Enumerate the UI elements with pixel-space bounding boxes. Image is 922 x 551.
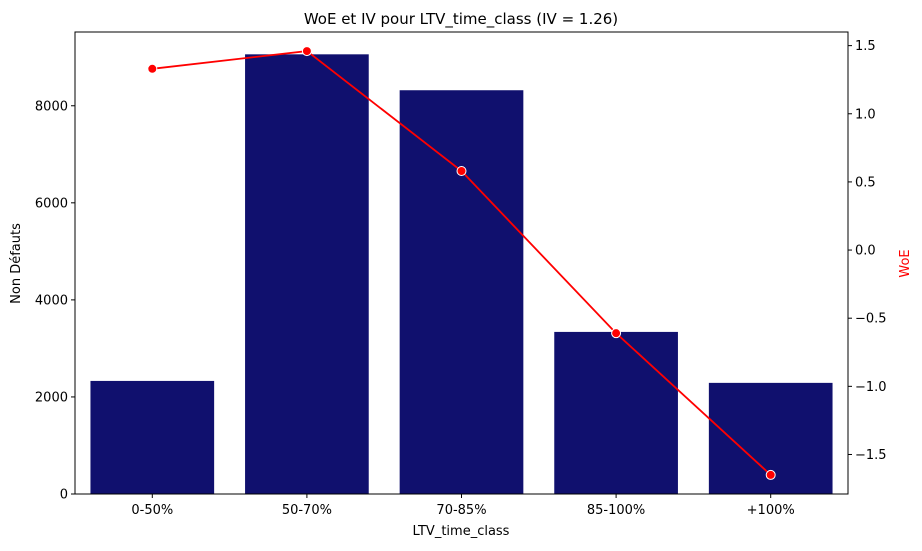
y-tick-label: 2000 — [35, 390, 68, 405]
bar-85-100% — [554, 331, 678, 494]
y2-tick-label: −1.5 — [855, 448, 887, 463]
x-tick-label: 0-50% — [131, 503, 173, 518]
y2-axis-label: WoE — [898, 249, 913, 277]
y2-tick-label: 0.0 — [855, 244, 876, 259]
x-tick-label: 85-100% — [587, 503, 645, 518]
woe-point-85-100% — [611, 328, 622, 339]
y2-tick-label: 1.0 — [855, 107, 876, 122]
x-tick-label: 50-70% — [282, 503, 332, 518]
woe-point-50-70% — [301, 46, 312, 57]
x-axis-label: LTV_time_class — [413, 524, 510, 539]
y-tick-label: 4000 — [35, 293, 68, 308]
y-tick-label: 6000 — [35, 196, 68, 211]
line-layer — [147, 46, 776, 480]
y2-tick-label: 1.5 — [855, 39, 876, 54]
x-tick-label: +100% — [747, 503, 795, 518]
x-axis: 0-50% 50-70% 70-85% 85-100% +100% — [131, 494, 795, 518]
woe-point-0-50% — [147, 63, 158, 74]
y-axis-right: −1.5 −1.0 −0.5 0.0 0.5 1.0 1.5 — [848, 39, 887, 463]
chart-title: WoE et IV pour LTV_time_class (IV = 1.26… — [304, 10, 618, 29]
x-tick-label: 70-85% — [436, 503, 486, 518]
woe-point-70-85% — [456, 166, 467, 177]
y-axis-label: Non Défauts — [9, 223, 24, 304]
bars-layer — [90, 54, 833, 495]
y2-tick-label: −0.5 — [855, 312, 887, 327]
bar-70-85% — [399, 90, 524, 494]
bar-0-50% — [90, 380, 215, 494]
y-tick-label: 8000 — [35, 99, 68, 114]
y-tick-label: 0 — [60, 488, 68, 503]
y-axis-left: 0 2000 4000 6000 8000 — [35, 99, 75, 503]
woe-point-+100% — [765, 469, 776, 480]
bar-50-70% — [245, 54, 369, 495]
y2-tick-label: 0.5 — [855, 175, 876, 190]
y2-tick-label: −1.0 — [855, 380, 887, 395]
